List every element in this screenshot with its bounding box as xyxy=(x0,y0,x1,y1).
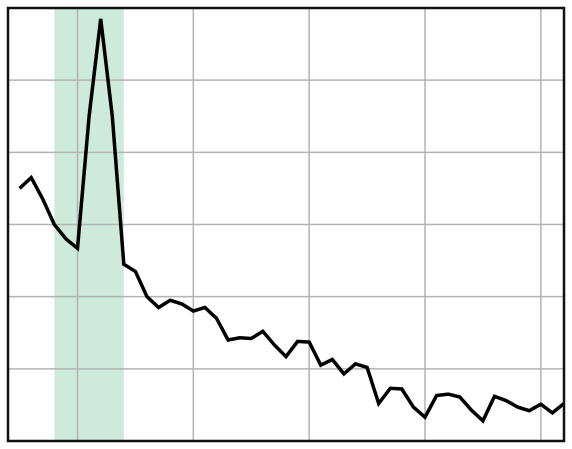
plot-frame xyxy=(6,6,566,443)
series-line xyxy=(18,18,566,424)
